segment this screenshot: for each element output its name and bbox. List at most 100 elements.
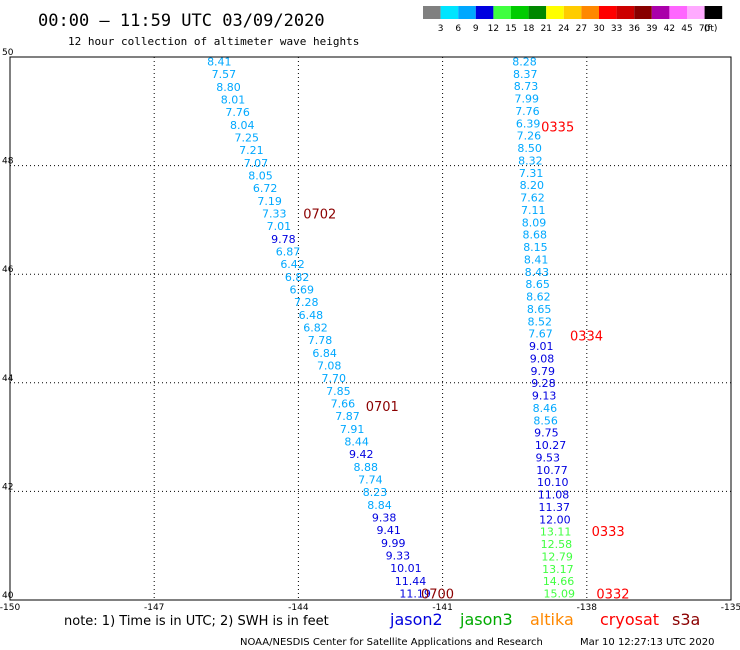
legend-swatch bbox=[458, 6, 476, 19]
satellite-name: altika bbox=[530, 610, 574, 629]
y-tick-label: 50 bbox=[2, 48, 14, 58]
swh-value: 8.23 bbox=[363, 486, 388, 499]
track-label: 0333 bbox=[592, 525, 625, 540]
swh-points: 8.417.578.808.017.768.047.257.217.078.05… bbox=[207, 55, 575, 600]
swh-value: 7.25 bbox=[235, 131, 259, 144]
satellite-name: s3a bbox=[672, 610, 700, 629]
swh-value: 6.82 bbox=[303, 322, 328, 335]
swh-value: 6.48 bbox=[299, 309, 324, 322]
swh-value: 9.38 bbox=[372, 512, 397, 525]
swh-value: 8.52 bbox=[528, 315, 553, 328]
grid-lines bbox=[10, 57, 731, 600]
swh-value: 11.37 bbox=[538, 501, 570, 514]
legend-swatch bbox=[528, 6, 547, 19]
swh-value: 8.41 bbox=[524, 253, 549, 266]
swh-value: 7.57 bbox=[212, 68, 237, 81]
swh-value: 12.58 bbox=[541, 538, 573, 551]
swh-value: 8.09 bbox=[522, 216, 547, 229]
swh-value: 8.84 bbox=[367, 499, 392, 512]
swh-value: 7.76 bbox=[515, 105, 540, 118]
swh-value: 7.85 bbox=[326, 385, 351, 398]
swh-value: 8.44 bbox=[344, 436, 369, 449]
legend-swatch bbox=[581, 6, 599, 19]
legend-label: 21 bbox=[540, 24, 551, 34]
swh-value: 8.65 bbox=[527, 303, 552, 316]
swh-value: 11.44 bbox=[395, 575, 427, 588]
swh-value: 6.82 bbox=[285, 271, 310, 284]
swh-value: 8.37 bbox=[513, 68, 538, 81]
legend-label: 36 bbox=[628, 24, 640, 34]
satellite-name: cryosat bbox=[600, 610, 659, 629]
x-tick-label: -147 bbox=[144, 603, 164, 613]
legend-swatch bbox=[599, 6, 617, 19]
legend-swatch bbox=[687, 6, 705, 19]
swh-value: 7.78 bbox=[308, 334, 333, 347]
plot-frame bbox=[9, 56, 732, 601]
swh-value: 8.65 bbox=[525, 278, 550, 291]
plot-area: -150 -147 -144 -141 -138 -135 40 42 44 46 48 50 8.4… bbox=[0, 48, 740, 613]
swh-value: 9.01 bbox=[529, 340, 554, 353]
swh-value: 13.17 bbox=[542, 563, 574, 576]
y-tick-label: 48 bbox=[2, 157, 14, 167]
legend-label: 39 bbox=[646, 24, 658, 34]
legend-label: 33 bbox=[611, 24, 622, 34]
swh-value: 7.66 bbox=[331, 398, 356, 411]
legend-swatch bbox=[423, 6, 441, 19]
track-labels: 0702 0701 0700 0335 0334 0333 0332 bbox=[303, 121, 629, 603]
chart-title: 00:00 – 11:59 UTC 03/09/2020 bbox=[38, 11, 325, 31]
track-label: 0334 bbox=[570, 330, 603, 345]
track-label: 0702 bbox=[303, 207, 336, 222]
swh-value: 7.91 bbox=[340, 423, 365, 436]
swh-value: 7.67 bbox=[528, 328, 553, 341]
swh-value: 8.32 bbox=[518, 154, 543, 167]
legend-label: 3 bbox=[438, 24, 444, 34]
swh-value: 11.19 bbox=[399, 588, 431, 601]
swh-value: 7.11 bbox=[521, 204, 546, 217]
swh-value: 9.53 bbox=[536, 451, 561, 464]
axis-ticks: -150 -147 -144 -141 -138 -135 40 42 44 46 48 50 bbox=[0, 48, 740, 613]
timestamp-text: Mar 10 12:27:13 UTC 2020 bbox=[580, 637, 715, 648]
swh-value: 7.21 bbox=[239, 144, 264, 157]
swh-value: 7.62 bbox=[520, 192, 545, 205]
x-tick-label: -141 bbox=[432, 603, 452, 613]
swh-value: 9.33 bbox=[386, 550, 411, 563]
swh-value: 8.56 bbox=[533, 414, 558, 427]
swh-value: 6.39 bbox=[516, 117, 541, 130]
y-tick-label: 46 bbox=[2, 265, 14, 275]
legend-label: 12 bbox=[488, 24, 499, 34]
swh-value: 8.73 bbox=[514, 80, 539, 93]
swh-value: 7.99 bbox=[514, 93, 539, 106]
satellite-legend: jason2 jason3 altika cryosat s3a bbox=[389, 610, 700, 629]
legend-swatch bbox=[475, 6, 494, 19]
y-tick-label: 44 bbox=[2, 374, 14, 384]
swh-value: 8.28 bbox=[512, 55, 537, 68]
y-tick-label: 40 bbox=[2, 591, 14, 601]
swh-value: 7.74 bbox=[358, 474, 383, 487]
legend-swatch bbox=[669, 6, 687, 19]
legend-label: 30 bbox=[593, 24, 605, 34]
swh-value: 7.31 bbox=[519, 167, 544, 180]
swh-value: 9.75 bbox=[534, 427, 559, 440]
swh-value: 7.33 bbox=[262, 207, 287, 220]
swh-value: 8.46 bbox=[533, 402, 558, 415]
swh-value: 12.79 bbox=[541, 550, 573, 563]
swh-value: 7.08 bbox=[317, 360, 342, 373]
swh-value: 8.41 bbox=[207, 55, 232, 68]
legend-label: 45 bbox=[681, 24, 692, 34]
track-label: 0332 bbox=[596, 588, 629, 603]
swh-value: 9.28 bbox=[531, 377, 556, 390]
swh-value: 8.05 bbox=[248, 169, 272, 182]
x-tick-label: -135 bbox=[721, 603, 740, 613]
swh-value: 8.43 bbox=[525, 266, 550, 279]
legend-label: 42 bbox=[664, 24, 675, 34]
color-legend: 3 6 9 12 15 18 21 24 27 30 33 36 39 42 45 70(ft) bbox=[423, 6, 723, 34]
swh-value: 10.27 bbox=[535, 439, 567, 452]
y-tick-label: 42 bbox=[2, 482, 13, 492]
legend-swatch bbox=[563, 6, 582, 19]
legend-swatch bbox=[651, 6, 670, 19]
swh-value: 11.08 bbox=[538, 489, 570, 502]
swh-value: 8.01 bbox=[221, 93, 246, 106]
track-label: 0701 bbox=[366, 400, 399, 415]
swh-value: 13.11 bbox=[540, 526, 572, 539]
